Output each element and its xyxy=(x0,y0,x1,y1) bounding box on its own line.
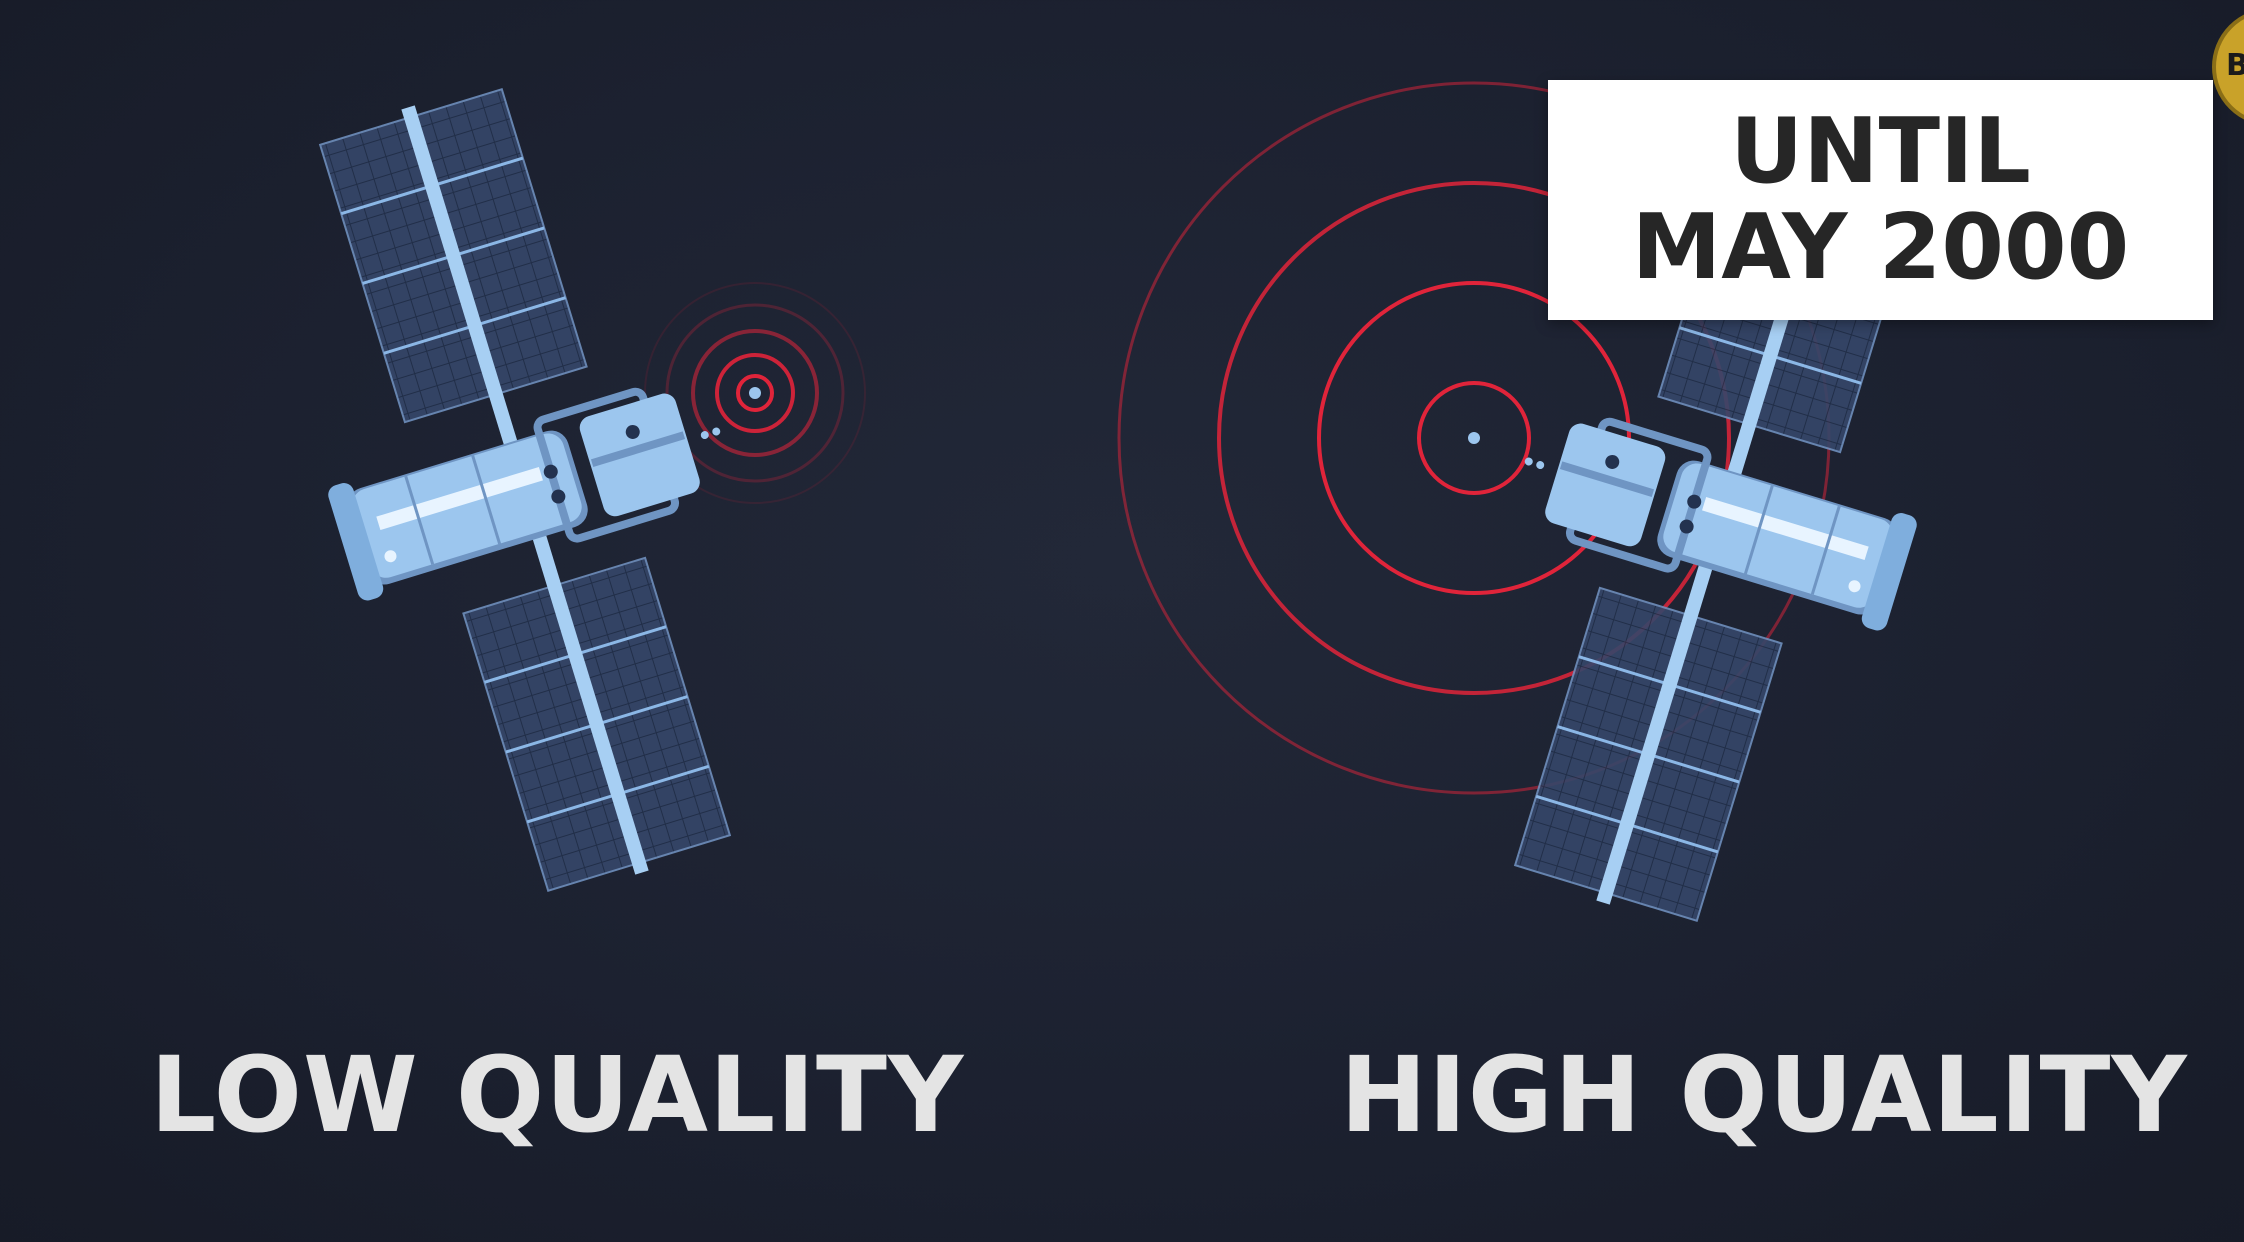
corner-badge-text: B xyxy=(2226,48,2244,83)
left-satellite-icon xyxy=(226,48,837,928)
date-card: UNTIL MAY 2000 xyxy=(1548,80,2213,320)
date-card-line-1: UNTIL xyxy=(1730,99,2031,204)
date-card-line-2: MAY 2000 xyxy=(1631,195,2130,300)
low-quality-caption: LOW QUALITY xyxy=(150,1034,965,1156)
high-quality-caption: HIGH QUALITY xyxy=(1340,1034,2188,1156)
